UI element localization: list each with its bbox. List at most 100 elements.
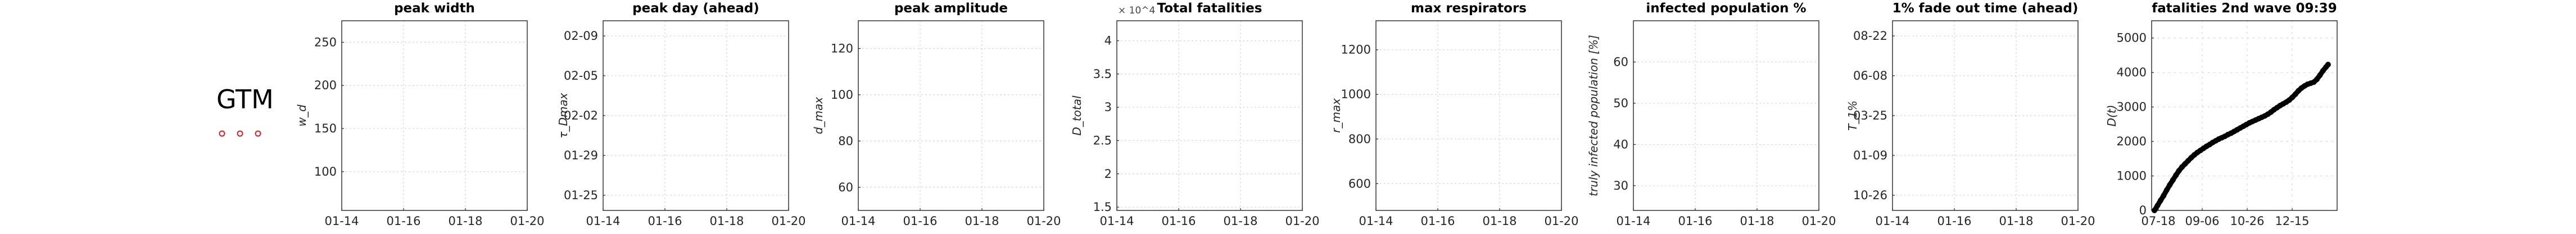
y-tick-label: 1000 bbox=[2117, 169, 2147, 183]
y-tick-label: 100 bbox=[314, 165, 337, 178]
data-point bbox=[2170, 177, 2176, 183]
axes-box bbox=[2151, 20, 2338, 211]
y-tick-label: 1.5 bbox=[1093, 200, 1112, 214]
x-tick-label: 01-14 bbox=[586, 214, 620, 228]
chart-panel-6: 01-14 01-16 01-18 01-20 30 40 50 60 infected pop… bbox=[1587, 1, 1836, 228]
x-tick-label: 01-18 bbox=[448, 214, 482, 228]
y-axis-label: D_total bbox=[1070, 95, 1084, 136]
data-point bbox=[2325, 62, 2331, 68]
y-axis-label: truly infected population [%] bbox=[1587, 35, 1600, 196]
y-axis-label: d_max bbox=[812, 97, 825, 134]
y-tick-label: 600 bbox=[1348, 177, 1371, 190]
y-tick-label: 3000 bbox=[2117, 100, 2147, 114]
x-tick-label: 01-16 bbox=[903, 214, 937, 228]
country-marker-1 bbox=[219, 130, 225, 137]
chart-panel-1: 01-14 01-16 01-18 01-20 100 150 200 250 peak wid… bbox=[295, 1, 545, 228]
chart-title: Total fatalities bbox=[1157, 1, 1262, 16]
chart-title: fatalities 2nd wave 09:39 bbox=[2152, 1, 2337, 16]
country-marker-legend bbox=[219, 130, 261, 137]
y-tick-label: 80 bbox=[838, 134, 853, 148]
data-point bbox=[2314, 76, 2320, 82]
x-tick-label: 01-16 bbox=[1161, 214, 1196, 228]
x-tick-label: 01-20 bbox=[1285, 214, 1319, 228]
y-tick-label: 1000 bbox=[1341, 88, 1371, 101]
data-point bbox=[2320, 68, 2326, 74]
y-tick-label: 06-08 bbox=[1853, 69, 1887, 82]
chart-title: peak day (ahead) bbox=[632, 1, 759, 16]
data-point bbox=[2157, 198, 2163, 204]
axis-multiplier: × 10^4 bbox=[1118, 5, 1155, 16]
x-tick-label: 01-18 bbox=[1223, 214, 1257, 228]
y-axis-label: r_max bbox=[1329, 98, 1343, 133]
data-point bbox=[2161, 192, 2167, 199]
axes-box bbox=[341, 20, 528, 211]
x-tick-label: 01-16 bbox=[648, 214, 682, 228]
country-marker-2 bbox=[237, 130, 243, 137]
data-point bbox=[2163, 187, 2170, 193]
chart-panel-7: 01-14 01-16 01-18 01-20 10-26 01-09 03-25 06-08… bbox=[1846, 1, 2095, 228]
y-tick-label: 60 bbox=[838, 181, 853, 194]
y-tick-label: 40 bbox=[1613, 137, 1628, 151]
x-tick-label: 01-14 bbox=[841, 214, 875, 228]
y-tick-label: 120 bbox=[831, 42, 853, 55]
x-tick-label: 01-20 bbox=[771, 214, 805, 228]
chart-panel-4: 01-14 01-16 01-18 01-20 1.5 2 2.5 3 3.5 4 Total fa… bbox=[1070, 1, 1320, 228]
y-tick-label: 30 bbox=[1613, 179, 1628, 192]
x-tick-label: 07-18 bbox=[2141, 214, 2175, 228]
country-code: GTM bbox=[216, 84, 274, 114]
chart-title: 1% fade out time (ahead) bbox=[1893, 1, 2079, 16]
y-tick-label: 2 bbox=[1104, 167, 1112, 181]
x-tick-label: 09-06 bbox=[2185, 214, 2219, 228]
chart-panel-2: 01-14 01-16 01-18 01-20 01-25 01-29 02-02 02-05… bbox=[556, 1, 806, 228]
x-tick-label: 01-18 bbox=[965, 214, 999, 228]
y-tick-label: 02-09 bbox=[564, 29, 598, 43]
y-tick-label: 08-22 bbox=[1853, 29, 1887, 43]
chart-panel-3: 01-14 01-16 01-18 01-20 60 80 100 120 peak ampli… bbox=[812, 1, 1061, 228]
axes-box bbox=[1633, 20, 1819, 211]
y-tick-label: 5000 bbox=[2117, 31, 2147, 45]
y-axis-label: D(t) bbox=[2105, 105, 2118, 127]
y-tick-label: 01-09 bbox=[1853, 149, 1887, 162]
y-tick-label: 3 bbox=[1104, 100, 1112, 114]
x-tick-label: 01-20 bbox=[2061, 214, 2095, 228]
y-tick-label: 10-26 bbox=[1853, 189, 1887, 202]
country-marker-3 bbox=[255, 130, 261, 137]
data-point bbox=[2152, 208, 2157, 213]
x-tick-label: 01-20 bbox=[510, 214, 544, 228]
y-tick-label: 1200 bbox=[1341, 43, 1371, 57]
x-tick-label: 01-18 bbox=[1999, 214, 2033, 228]
x-tick-label: 01-16 bbox=[386, 214, 420, 228]
y-tick-label: 02-02 bbox=[564, 109, 598, 122]
x-tick-label: 01-18 bbox=[1482, 214, 1516, 228]
y-tick-label: 01-25 bbox=[564, 189, 598, 202]
y-tick-label: 800 bbox=[1348, 132, 1371, 146]
x-tick-label: 01-14 bbox=[1875, 214, 1909, 228]
chart-title: peak width bbox=[394, 1, 475, 16]
data-point bbox=[2167, 182, 2173, 188]
y-tick-label: 0 bbox=[2139, 204, 2147, 217]
x-tick-label: 01-20 bbox=[1026, 214, 1061, 228]
x-tick-label: 10-26 bbox=[2230, 214, 2264, 228]
x-tick-label: 01-16 bbox=[1678, 214, 1712, 228]
x-tick-label: 01-14 bbox=[1359, 214, 1393, 228]
chart-title: max respirators bbox=[1411, 1, 1527, 16]
data-point bbox=[2154, 203, 2161, 209]
chart-panel-8: 07-18 09-06 10-26 12-15 0 1000 2000 3000 4000 500… bbox=[2105, 1, 2338, 228]
data-point bbox=[2173, 172, 2179, 178]
x-tick-label: 12-15 bbox=[2275, 214, 2309, 228]
y-tick-label: 02-05 bbox=[564, 69, 598, 82]
x-tick-label: 01-20 bbox=[1544, 214, 1578, 228]
data-point bbox=[2317, 72, 2323, 79]
y-axis-label: τ_Dmax bbox=[556, 93, 570, 138]
y-tick-label: 50 bbox=[1613, 97, 1628, 110]
x-tick-label: 01-20 bbox=[1801, 214, 1836, 228]
x-tick-label: 01-18 bbox=[709, 214, 744, 228]
x-tick-label: 01-16 bbox=[1937, 214, 1971, 228]
x-tick-label: 01-18 bbox=[1740, 214, 1774, 228]
y-tick-label: 200 bbox=[314, 79, 337, 92]
y-tick-label: 4 bbox=[1104, 34, 1112, 48]
y-tick-label: 250 bbox=[314, 35, 337, 49]
axes-box bbox=[1116, 20, 1303, 211]
y-tick-label: 4000 bbox=[2117, 66, 2147, 79]
